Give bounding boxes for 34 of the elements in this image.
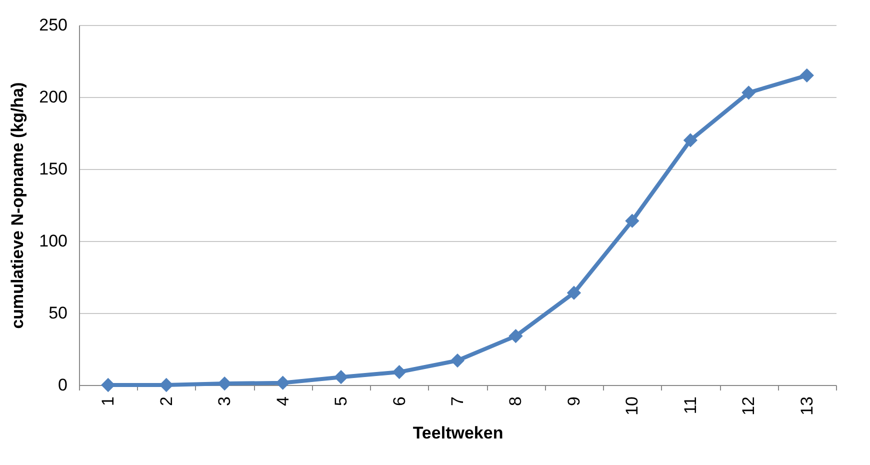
x-tick-label: 3: [215, 396, 234, 406]
y-tick-label: 250: [39, 16, 68, 34]
y-tick-label: 0: [58, 376, 68, 394]
x-tick-label: 8: [506, 396, 526, 406]
x-tick-label: 7: [448, 396, 467, 406]
x-tick-label: 6: [390, 396, 409, 406]
x-tick-label: 1: [98, 396, 118, 406]
x-tick-label: 5: [332, 396, 351, 406]
y-tick-label: 100: [39, 232, 68, 250]
point: [683, 133, 698, 148]
y-tick-label: 200: [39, 88, 68, 106]
x-axis-title: Teeltweken: [412, 423, 504, 442]
point: [159, 378, 174, 392]
point: [508, 328, 523, 344]
x-tick-label: 2: [156, 396, 176, 406]
x-tick-label: 10: [622, 396, 642, 416]
point: [450, 353, 465, 368]
point: [625, 214, 640, 228]
point: [742, 86, 756, 100]
x-tick-label: 4: [273, 396, 292, 406]
x-tick-label: 11: [680, 396, 700, 414]
point: [101, 378, 116, 392]
x-tick-label: 13: [797, 396, 816, 416]
point: [276, 376, 290, 390]
point: [334, 370, 348, 384]
x-tick-label: 9: [564, 396, 584, 406]
y-axis-title: cumulatieve N-opname (kg/ha): [8, 82, 28, 329]
point: [800, 68, 814, 82]
point: [392, 364, 406, 380]
point: [566, 286, 582, 300]
y-tick-label: 50: [48, 304, 68, 322]
point: [218, 376, 232, 391]
y-tick-label: 150: [39, 160, 68, 178]
x-tick-label: 12: [739, 396, 758, 416]
